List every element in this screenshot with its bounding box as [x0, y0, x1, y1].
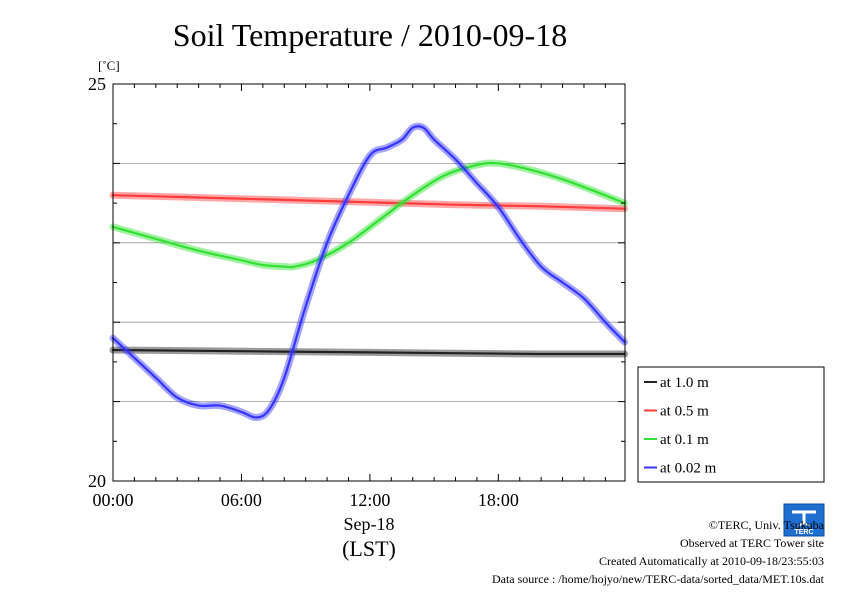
legend-label-at-0-02-m: at 0.02 m — [660, 461, 717, 477]
legend-box — [637, 366, 825, 483]
y-tick-label-25: 25 — [88, 74, 106, 94]
x-axis-date-label: Sep-18 — [344, 514, 395, 534]
footer-created: Created Automatically at 2010-09-18/23:5… — [599, 554, 824, 568]
logo-text: TERC — [794, 529, 813, 536]
x-tick-label-00-00: 00:00 — [92, 490, 133, 510]
legend-entry-at-1-0-m: at 1.0 m — [644, 375, 709, 391]
x-tick-label-12-00: 12:00 — [349, 490, 390, 510]
gridlines — [113, 162, 625, 403]
x-tick-label-06-00: 06:00 — [221, 490, 262, 510]
legend-entry-at-0-1-m: at 0.1 m — [644, 432, 709, 448]
series-line-at-0-5-m — [111, 194, 626, 210]
series-lines — [109, 122, 629, 421]
series-line-at-0-1-m — [111, 161, 626, 269]
legend-label-at-0-1-m: at 0.1 m — [660, 432, 709, 448]
y-tick-labels: 25 20 — [88, 74, 106, 491]
y-tick-label-20: 20 — [88, 471, 106, 491]
footer-copyright: ©TERC, Univ. Tsukuba — [708, 518, 824, 532]
footer-source: Data source : /home/hojyo/new/TERC-data/… — [491, 572, 824, 586]
legend-label-at-0-5-m: at 0.5 m — [660, 404, 709, 420]
y-axis-unit-label: [˚C] — [98, 58, 120, 73]
legend-label-at-1-0-m: at 1.0 m — [660, 375, 709, 391]
series-line-at-0-02-m — [111, 125, 626, 419]
footer-observed: Observed at TERC Tower site — [679, 536, 824, 550]
legend-entry-at-0-5-m: at 0.5 m — [644, 404, 709, 420]
x-tick-labels: 00:00 06:00 12:00 18:00 — [92, 490, 518, 510]
legend: at 1.0 m at 0.5 m at 0.1 m at 0.02 m — [637, 366, 825, 483]
chart-title: Soil Temperature / 2010-09-18 — [173, 17, 567, 53]
x-tick-label-18-00: 18:00 — [478, 490, 519, 510]
series-line-at-0-1-m-halo — [109, 159, 629, 271]
plot-frame — [112, 83, 626, 482]
x-axis-timezone-label: (LST) — [342, 536, 396, 561]
series-line-at-1-0-m — [111, 348, 626, 356]
legend-entry-at-0-02-m: at 0.02 m — [644, 461, 717, 477]
axis-ticks — [112, 83, 625, 482]
terc-logo: TERC — [783, 503, 825, 537]
